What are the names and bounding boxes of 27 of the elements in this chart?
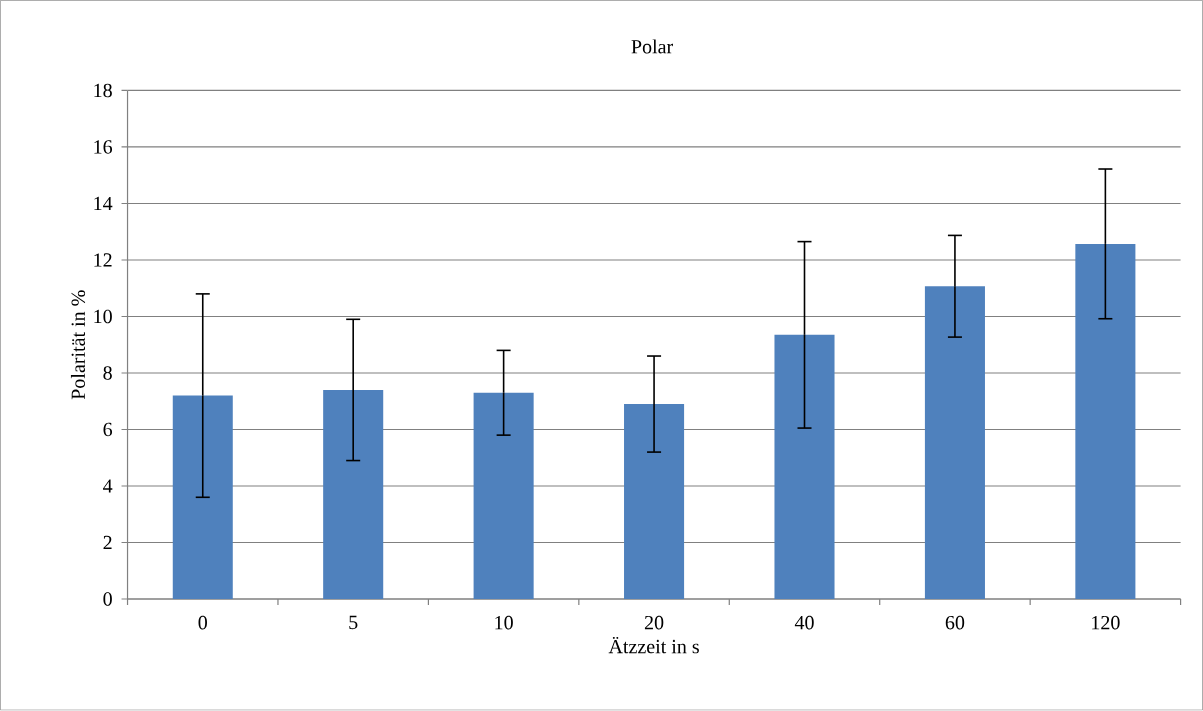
x-tick-label: 10 bbox=[495, 616, 513, 630]
x-tick-label: 0 bbox=[198, 616, 207, 630]
y-tick-label: 4 bbox=[103, 479, 113, 493]
y-axis-title: Polarität in % bbox=[70, 290, 86, 400]
bar bbox=[624, 404, 685, 600]
y-tick-label: 2 bbox=[103, 536, 112, 550]
x-tick-label: 40 bbox=[794, 616, 814, 630]
y-tick-label: 14 bbox=[94, 197, 113, 211]
bar bbox=[1075, 244, 1136, 600]
bar bbox=[924, 286, 985, 600]
bar bbox=[774, 335, 835, 600]
y-tick-label: 0 bbox=[103, 592, 112, 606]
x-tick-label: 20 bbox=[644, 616, 664, 630]
bar bbox=[323, 390, 384, 600]
y-tick-label: 6 bbox=[103, 423, 113, 437]
y-tick-label: 18 bbox=[94, 83, 112, 98]
x-tick-label: 60 bbox=[945, 616, 965, 630]
chart-title: Polar bbox=[631, 39, 674, 54]
y-tick-label: 16 bbox=[94, 140, 113, 154]
bar bbox=[473, 393, 534, 600]
x-tick-label: 120 bbox=[1092, 616, 1120, 630]
y-tick-label: 10 bbox=[94, 309, 112, 324]
y-tick-label: 12 bbox=[94, 253, 112, 267]
x-axis-title: Ätzzeit in s bbox=[608, 637, 699, 654]
bar bbox=[172, 395, 233, 600]
y-tick-label: 8 bbox=[103, 366, 112, 380]
x-tick-label: 5 bbox=[349, 616, 358, 630]
